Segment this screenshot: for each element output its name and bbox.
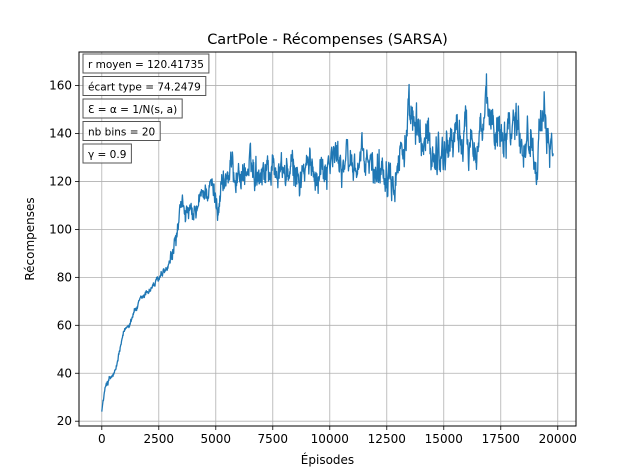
- x-tick-label: 7500: [258, 432, 289, 446]
- annotation-box: r moyen = 120.41735: [82, 53, 210, 74]
- x-tick-label: 17500: [482, 432, 520, 446]
- y-tick-label: 20: [57, 414, 72, 428]
- y-tick-label: 40: [57, 366, 72, 380]
- annotation-boxes: r moyen = 120.41735 écart type = 74.2479 Ɛ…: [82, 53, 210, 164]
- x-tick-label: 2500: [144, 432, 175, 446]
- reward-line: [101, 73, 554, 412]
- annotation-box: γ = 0.9: [82, 143, 132, 164]
- y-tick-label: 160: [49, 79, 72, 93]
- y-axis-label: Récompenses: [23, 197, 37, 280]
- x-axis-label: Épisodes: [301, 452, 354, 467]
- axis-ticks: 0 2500 5000 7500 10000 12500 15000 17500 20000 20…: [49, 79, 577, 446]
- annotation-text: r moyen = 120.41735: [88, 59, 204, 71]
- y-tick-label: 120: [49, 174, 72, 188]
- annotation-text: nb bins = 20: [88, 127, 155, 139]
- annotation-box: écart type = 74.2479: [82, 76, 207, 96]
- x-tick-label: 12500: [368, 432, 406, 446]
- y-tick-label: 60: [57, 318, 72, 332]
- annotation-frame: [82, 76, 207, 96]
- y-tick-label: 80: [57, 270, 72, 284]
- annotation-box: nb bins = 20: [82, 121, 161, 141]
- annotation-frame: [82, 121, 161, 141]
- annotation-text: écart type = 74.2479: [88, 82, 201, 94]
- data-series: [101, 73, 554, 412]
- annotation-frame: [82, 98, 183, 119]
- x-tick-label: 20000: [539, 432, 577, 446]
- annotation-box: Ɛ = α = 1/N(s, a): [82, 98, 183, 119]
- x-tick-label: 5000: [201, 432, 232, 446]
- chart-title: CartPole - Récompenses (SARSA): [207, 32, 448, 48]
- plot-frame: [78, 51, 577, 427]
- annotation-frame: [82, 53, 210, 74]
- y-tick-label: 100: [49, 222, 72, 236]
- annotation-frame: [82, 143, 132, 164]
- annotation-text: Ɛ = α = 1/N(s, a): [88, 104, 177, 116]
- x-tick-label: 0: [98, 432, 106, 446]
- x-tick-label: 15000: [425, 432, 463, 446]
- y-tick-label: 140: [49, 127, 72, 141]
- annotation-text: γ = 0.9: [88, 149, 126, 161]
- x-tick-label: 10000: [311, 432, 349, 446]
